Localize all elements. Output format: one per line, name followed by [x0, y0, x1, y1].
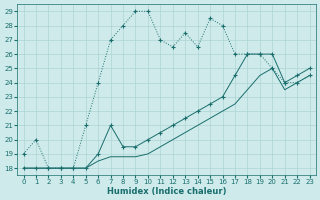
X-axis label: Humidex (Indice chaleur): Humidex (Indice chaleur) [107, 187, 226, 196]
